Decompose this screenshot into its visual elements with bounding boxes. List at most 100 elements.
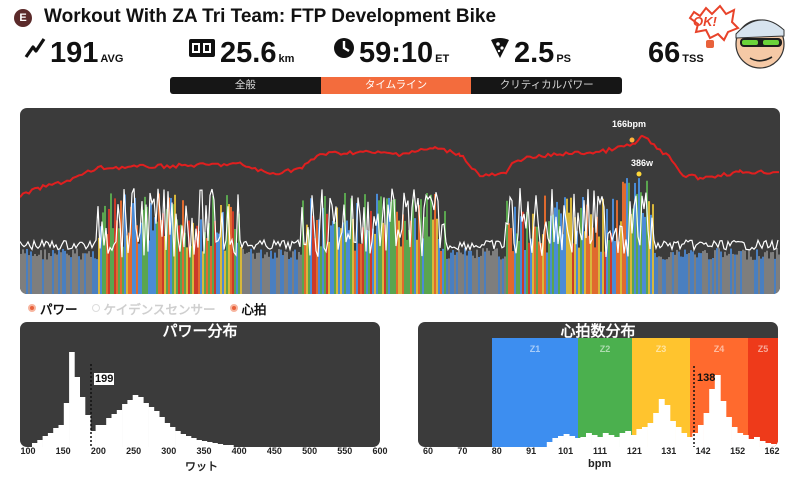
- power-bar: [180, 224, 182, 294]
- power-histogram-bar: [132, 395, 139, 447]
- power-bar: [522, 211, 524, 294]
- power-bar: [642, 212, 644, 294]
- power-histogram-bar: [116, 410, 123, 447]
- power-bar: [226, 195, 228, 294]
- legend-heart-rate[interactable]: 心拍: [229, 299, 267, 318]
- power-bar: [322, 207, 324, 294]
- power-bar: [556, 201, 558, 294]
- tab-general[interactable]: 全般: [234, 79, 256, 91]
- power-bar: [376, 193, 378, 294]
- power-bar: [262, 258, 264, 294]
- power-bar: [84, 253, 86, 294]
- power-bar: [204, 232, 206, 294]
- hr-histogram-bar: [552, 438, 559, 447]
- power-bar: [236, 242, 238, 294]
- power-bar: [446, 258, 448, 294]
- hr-histogram-bar: [614, 437, 620, 447]
- power-bar: [744, 250, 746, 294]
- stat-distance: 25.6 km: [188, 34, 294, 68]
- power-bar: [488, 250, 490, 294]
- power-bar: [64, 250, 66, 294]
- power-bar: [644, 216, 646, 294]
- power-peak-label: 386w: [631, 158, 654, 168]
- power-bar: [508, 223, 510, 294]
- power-bar: [562, 234, 564, 294]
- cadence-line: [20, 188, 779, 258]
- power-bar: [588, 235, 590, 294]
- power-bar: [178, 225, 180, 294]
- hr-histogram-bar: [608, 435, 615, 447]
- power-bar: [654, 252, 656, 294]
- tss-info-icon[interactable]: [705, 40, 714, 48]
- power-bar: [638, 178, 640, 294]
- power-bar: [442, 248, 444, 294]
- power-bar: [678, 251, 680, 294]
- power-bar: [468, 250, 470, 294]
- hr-x-tick: 91: [526, 446, 537, 456]
- power-bar: [308, 229, 310, 294]
- power-bar: [292, 251, 294, 294]
- legend-cadence[interactable]: ケイデンスセンサー: [91, 299, 216, 318]
- power-bar: [332, 220, 334, 294]
- power-bar: [222, 211, 224, 294]
- power-bar: [272, 258, 274, 294]
- power-bar: [750, 256, 752, 294]
- hr-histogram-bar: [619, 433, 626, 447]
- power-bar: [96, 259, 98, 294]
- legend-power[interactable]: パワー: [28, 299, 78, 318]
- power-bar: [382, 222, 384, 294]
- tab-critical-power[interactable]: クリティカルパワー: [499, 79, 594, 91]
- power-bar: [452, 250, 454, 294]
- power-bar: [578, 247, 580, 294]
- power-bar: [352, 218, 354, 294]
- hr-zone-band-z5: [748, 338, 778, 447]
- hr-zone-label: Z4: [714, 344, 725, 354]
- power-bar: [612, 198, 614, 294]
- hr-histogram-bar: [742, 435, 749, 447]
- power-peak-dot: [636, 171, 642, 177]
- power-bar: [686, 254, 688, 294]
- power-bar: [708, 259, 710, 294]
- power-x-tick: 100: [20, 446, 36, 456]
- power-bar: [438, 238, 440, 294]
- power-bar: [618, 241, 620, 294]
- power-bar: [40, 250, 42, 294]
- power-bar: [598, 236, 600, 294]
- power-bar: [302, 200, 304, 294]
- power-bar: [378, 200, 380, 294]
- power-histogram-bar: [79, 397, 86, 447]
- power-bar: [364, 194, 366, 294]
- power-bar: [470, 250, 472, 294]
- legend-label: パワー: [40, 302, 78, 317]
- power-bar: [590, 214, 592, 294]
- power-bar: [188, 220, 190, 294]
- hr-histogram-bar: [726, 417, 732, 447]
- power-bar: [30, 251, 32, 294]
- power-histogram-bar: [111, 414, 118, 447]
- power-bar: [102, 212, 104, 294]
- ok-bubble-text: OK!: [693, 14, 717, 29]
- power-bar: [498, 256, 500, 294]
- power-bar: [398, 220, 400, 294]
- power-bar: [290, 257, 292, 294]
- power-bar: [574, 217, 576, 294]
- power-bar: [596, 216, 598, 294]
- hr-histogram-bar: [602, 433, 609, 447]
- power-bar: [426, 193, 428, 294]
- power-bar: [664, 259, 666, 294]
- power-bar: [770, 252, 772, 294]
- power-bar: [166, 209, 168, 294]
- power-bar: [768, 258, 770, 294]
- power-bar: [766, 250, 768, 294]
- power-bar: [52, 250, 54, 294]
- power-bar: [680, 256, 682, 294]
- power-bar: [494, 249, 496, 294]
- power-bar: [110, 193, 112, 294]
- power-bar: [194, 240, 196, 294]
- power-bar: [586, 204, 588, 294]
- tab-timeline[interactable]: タイムライン: [320, 77, 472, 94]
- power-bar: [264, 254, 266, 294]
- power-bar: [100, 226, 102, 294]
- power-bar: [594, 247, 596, 294]
- speedometer-icon: [188, 37, 216, 64]
